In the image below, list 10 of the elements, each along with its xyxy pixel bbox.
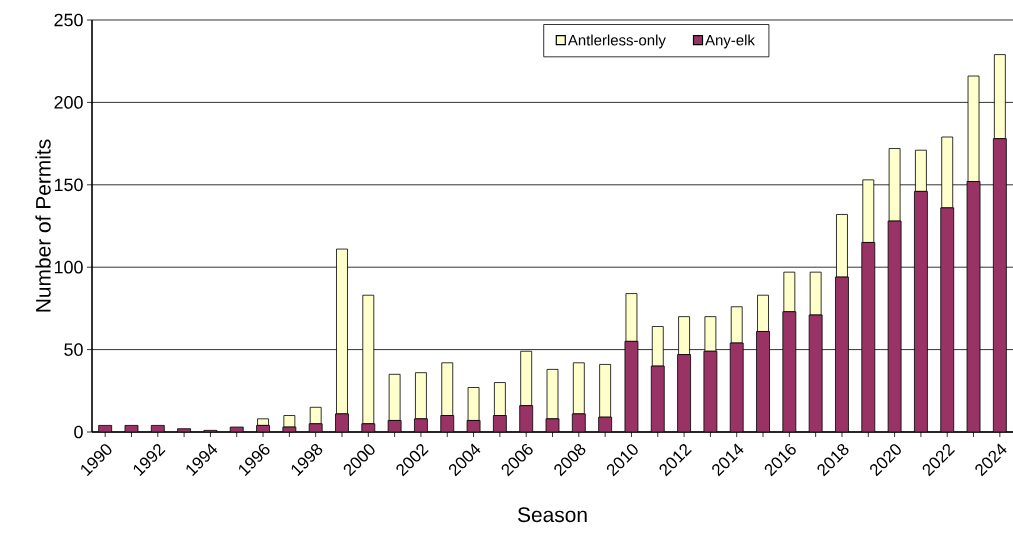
y-tick-label: 0 (74, 425, 83, 439)
y-tick-label: 200 (54, 96, 83, 109)
y-tick-label: 250 (54, 13, 83, 27)
legend-label: Any-elk (705, 34, 755, 49)
x-axis-title: Season (517, 507, 587, 523)
y-axis-title: Number of Permits (35, 139, 51, 312)
legend-label: Antlerless-only (567, 34, 666, 49)
y-tick-label: 50 (64, 343, 83, 356)
y-tick-label: 100 (54, 260, 83, 274)
y-tick-label: 150 (54, 178, 83, 192)
